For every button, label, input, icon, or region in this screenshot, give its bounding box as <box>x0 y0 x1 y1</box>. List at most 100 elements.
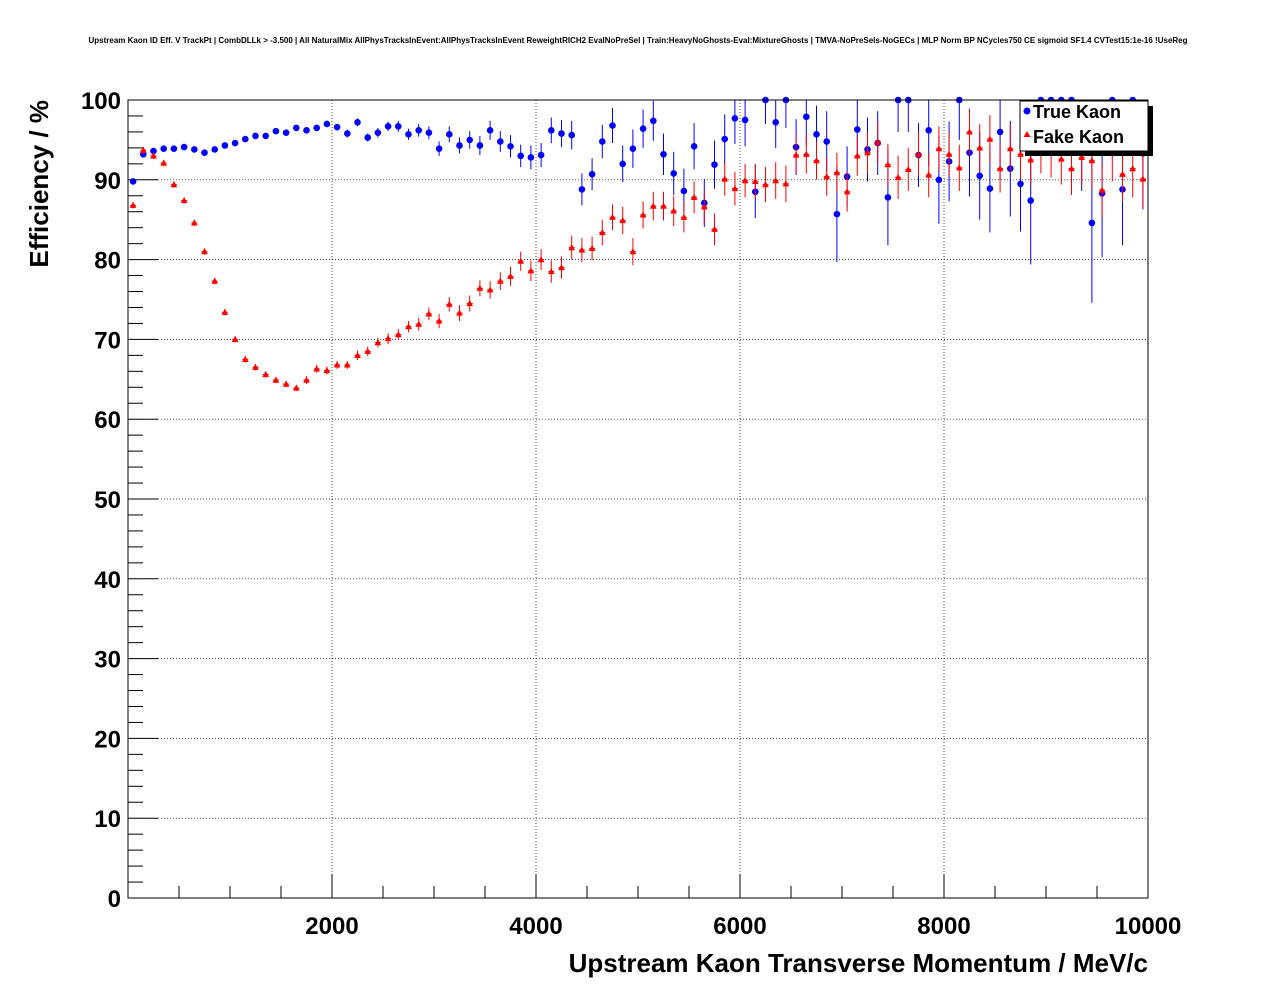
data-point <box>650 117 657 125</box>
data-point <box>639 125 647 133</box>
data-point <box>537 151 545 159</box>
data-point <box>231 335 239 342</box>
data-point <box>466 136 474 144</box>
data-point <box>282 380 290 387</box>
data-point <box>578 186 586 193</box>
data-point <box>986 135 994 142</box>
data-point <box>333 123 341 131</box>
legend-marker-fake-kaon <box>1023 131 1031 137</box>
data-point <box>650 202 657 209</box>
data-point <box>517 257 524 264</box>
data-point <box>1007 145 1014 152</box>
data-point <box>129 178 137 185</box>
data-point <box>384 123 392 130</box>
data-point <box>476 142 484 149</box>
data-point <box>354 119 361 126</box>
data-point <box>221 308 229 315</box>
y-tick-label: 50 <box>94 487 121 514</box>
data-point <box>354 351 361 358</box>
data-point <box>456 309 463 316</box>
data-point <box>588 170 596 178</box>
data-point <box>497 138 504 145</box>
data-point <box>537 256 545 263</box>
data-point <box>629 145 637 152</box>
data-point <box>690 142 698 150</box>
data-point <box>191 219 198 226</box>
data-point <box>395 331 402 338</box>
x-tick-label: 2000 <box>305 913 358 940</box>
data-point <box>140 146 147 153</box>
data-point <box>1068 165 1075 172</box>
data-point <box>823 173 830 180</box>
legend-label-true-kaon: True Kaon <box>1033 102 1121 122</box>
data-point <box>405 323 412 330</box>
plot-frame <box>127 99 1149 899</box>
data-point <box>191 146 198 153</box>
data-point <box>558 130 565 137</box>
data-point <box>497 277 504 284</box>
data-point <box>1088 219 1096 227</box>
y-tick-label: 60 <box>94 407 121 434</box>
data-point <box>1129 165 1136 172</box>
legend-label-fake-kaon: Fake Kaon <box>1033 127 1124 147</box>
data-point <box>966 128 973 135</box>
data-point <box>731 184 739 192</box>
data-point <box>425 129 433 137</box>
x-tick-label: 6000 <box>713 913 766 940</box>
data-point <box>262 132 270 140</box>
data-point <box>721 175 728 182</box>
data-point <box>701 203 708 210</box>
legend-marker-true-kaon <box>1023 107 1031 115</box>
data-point <box>201 248 208 255</box>
data-point <box>456 142 463 149</box>
legend: True Kaon Fake Kaon <box>1019 100 1153 156</box>
data-point <box>854 152 861 159</box>
data-series <box>129 96 1147 392</box>
data-point <box>252 363 259 370</box>
y-tick-label: 70 <box>94 327 121 354</box>
data-point <box>609 213 616 220</box>
data-point <box>680 213 688 220</box>
y-tick-label: 90 <box>94 168 121 195</box>
tick-labels: 0 10 20 30 40 50 60 70 80 90 100 2000 4000 6000 8000 10… <box>81 88 1181 940</box>
data-point <box>599 138 606 145</box>
data-point <box>588 244 596 252</box>
data-point <box>364 347 371 354</box>
y-tick-label: 30 <box>94 647 121 674</box>
data-point <box>1139 175 1147 182</box>
x-axis-label: Upstream Kaon Transverse Momentum / MeV/… <box>569 948 1148 978</box>
data-point <box>619 160 626 168</box>
data-point <box>507 142 514 150</box>
data-point <box>313 124 321 132</box>
data-point <box>344 361 351 368</box>
data-point <box>425 310 433 317</box>
series-fake-kaon <box>129 108 1147 392</box>
y-tick-label: 20 <box>94 726 121 753</box>
data-point <box>578 246 586 253</box>
data-point <box>1098 186 1106 193</box>
data-point <box>609 122 616 129</box>
data-point <box>772 119 779 126</box>
data-point <box>476 284 484 291</box>
data-point <box>527 154 535 161</box>
data-point <box>344 130 351 137</box>
data-point <box>364 134 372 141</box>
data-point <box>1058 155 1065 162</box>
data-point <box>935 176 943 184</box>
data-point <box>517 152 524 160</box>
data-point <box>884 194 892 201</box>
data-point <box>150 147 157 155</box>
data-point <box>170 145 178 152</box>
data-point <box>711 161 718 168</box>
data-point <box>976 172 983 180</box>
data-point <box>507 272 514 279</box>
data-point <box>752 177 759 184</box>
data-point <box>711 225 718 232</box>
data-point <box>272 127 280 135</box>
data-point <box>660 150 667 158</box>
data-point <box>252 132 259 140</box>
data-point <box>231 139 239 147</box>
data-point <box>282 129 290 137</box>
data-point <box>833 210 841 218</box>
